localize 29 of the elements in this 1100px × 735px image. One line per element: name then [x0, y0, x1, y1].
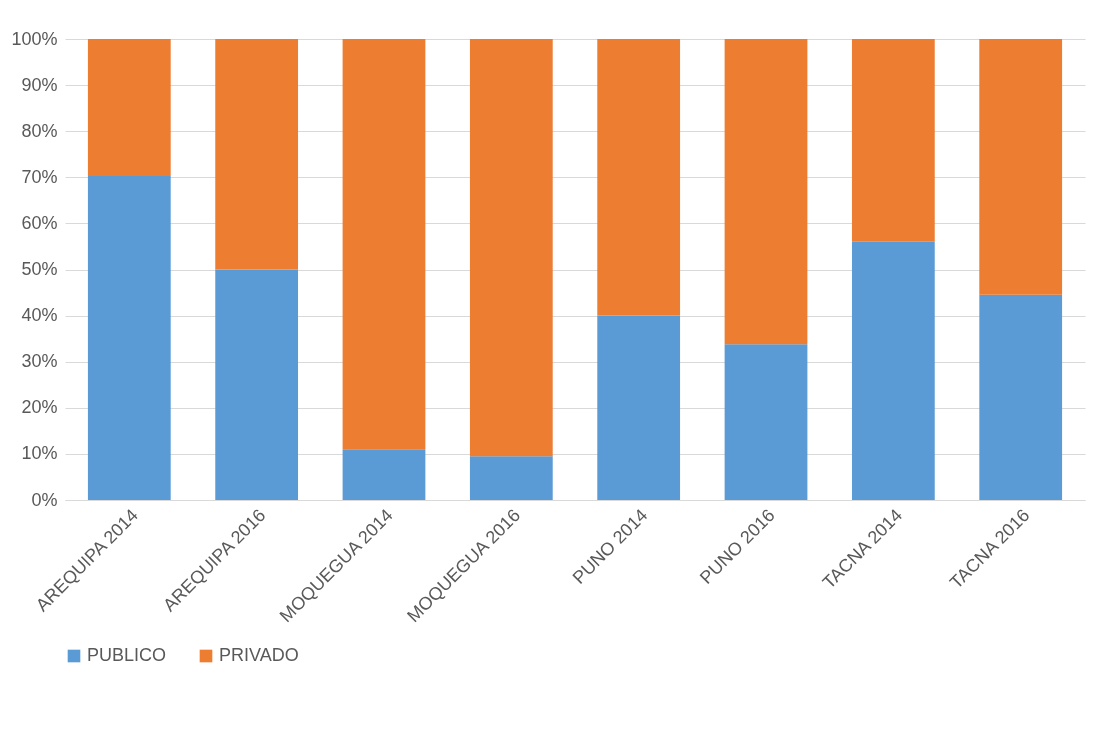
bar	[851, 241, 935, 500]
bar	[979, 294, 1063, 500]
bar	[724, 344, 808, 500]
y-tick-label: 60%	[21, 212, 58, 233]
y-tick-label: 50%	[21, 259, 58, 279]
y-tick-label: 10%	[21, 443, 58, 464]
y-tick-label: 20%	[21, 397, 58, 418]
legend-label: PUBLICO	[87, 645, 167, 665]
bar	[851, 39, 935, 242]
y-tick-label: 80%	[21, 120, 58, 141]
bar	[597, 39, 681, 316]
y-tick-label: 40%	[21, 305, 58, 326]
bar	[215, 39, 299, 270]
bar	[215, 269, 299, 500]
y-tick-label: 0%	[31, 489, 58, 510]
y-tick-label: 30%	[21, 351, 58, 372]
bar	[469, 456, 553, 500]
bar	[469, 39, 553, 457]
bar	[87, 175, 171, 500]
bar	[87, 39, 171, 176]
bar	[724, 39, 808, 345]
bar	[342, 449, 426, 500]
y-tick-label: 70%	[21, 166, 58, 187]
y-tick-label: 100%	[11, 28, 58, 49]
bar	[979, 39, 1063, 295]
legend-label: PRIVADO	[219, 645, 299, 665]
bar	[597, 315, 681, 500]
y-tick-label: 90%	[21, 74, 58, 95]
bar	[342, 39, 426, 450]
